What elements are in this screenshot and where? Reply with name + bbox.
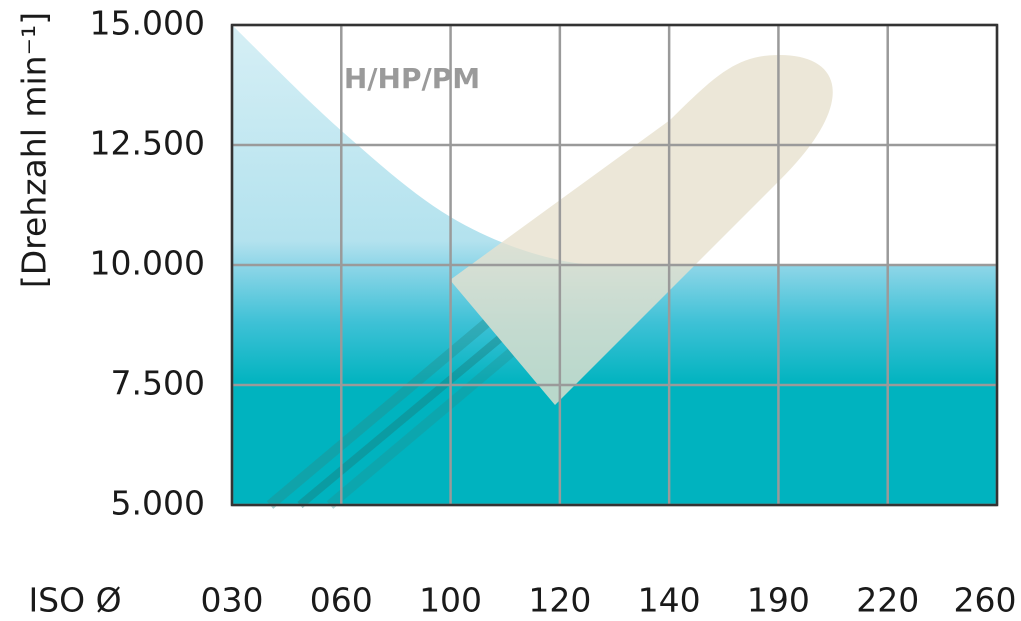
y-tick-label: 10.000 [90,244,205,283]
x-tick-label: 140 [638,581,701,620]
annotation: H/HP/PM [344,62,480,95]
y-tick-label: 12.500 [90,124,205,163]
x-tick-label: 220 [856,581,919,620]
y-tick-label: 5.000 [111,484,205,523]
y-tick-label: 7.500 [111,364,205,403]
x-axis-label: ISO Ø [28,581,121,620]
x-tick-label: 100 [419,581,482,620]
plot-frame [230,23,999,507]
x-tick-label: 260 [954,581,1017,620]
y-axis-label: [Drehzahl min⁻¹] [15,12,54,288]
bur-illustration [266,55,833,509]
x-tick-label: 120 [528,581,591,620]
x-tick-label: 030 [201,581,264,620]
x-tick-label: 190 [747,581,810,620]
y-tick-label: 15.000 [90,4,205,43]
x-tick-label: 060 [310,581,373,620]
